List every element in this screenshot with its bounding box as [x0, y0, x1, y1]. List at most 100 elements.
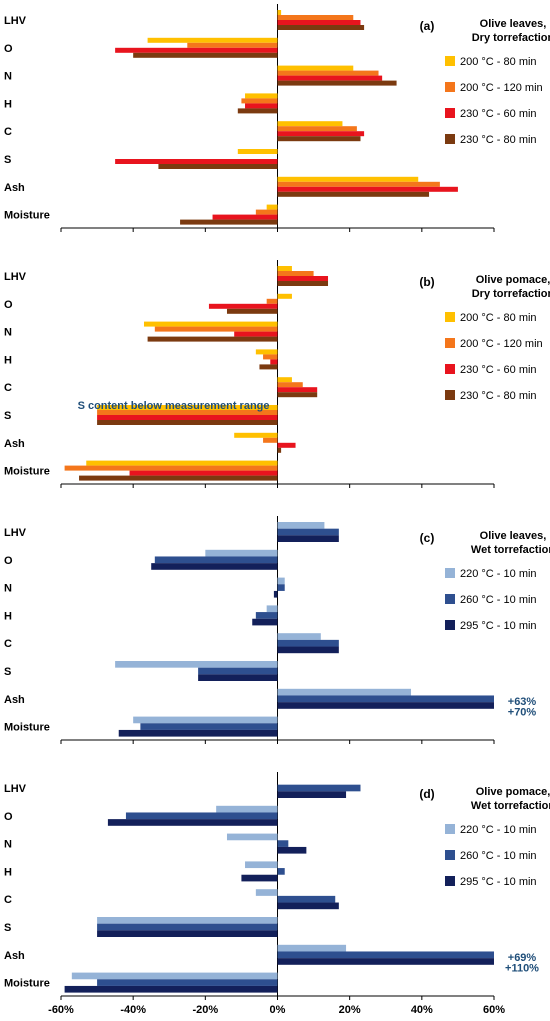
- category-label: Moisture: [4, 466, 50, 478]
- bar: [208, 303, 278, 309]
- category-label: H: [4, 866, 12, 878]
- bar: [277, 80, 397, 86]
- bar: [263, 354, 278, 360]
- bar: [277, 136, 361, 142]
- category-label: C: [4, 894, 12, 906]
- panel-title: Olive leaves,: [480, 18, 547, 30]
- bar: [277, 528, 339, 536]
- bar: [133, 52, 278, 58]
- bar: [277, 944, 347, 952]
- legend-entry: 230 °C - 60 min: [460, 108, 537, 120]
- legend-entry: 230 °C - 60 min: [460, 364, 537, 376]
- bar: [158, 164, 278, 169]
- category-label: N: [4, 839, 12, 851]
- bar: [147, 37, 278, 43]
- bar: [277, 577, 285, 585]
- bar: [147, 336, 278, 342]
- panel-title: Olive pomace,: [476, 274, 550, 286]
- bar: [277, 639, 339, 647]
- bar: [255, 209, 278, 215]
- bar: [107, 819, 278, 826]
- panel-title: Olive pomace,: [476, 786, 550, 798]
- bar: [277, 191, 430, 197]
- bar: [277, 447, 282, 453]
- bar: [277, 951, 494, 959]
- category-label: Moisture: [4, 210, 50, 222]
- bar: [245, 93, 278, 99]
- bar: [237, 108, 278, 114]
- bar: [97, 923, 278, 931]
- category-label: N: [4, 583, 12, 595]
- bar: [97, 415, 278, 420]
- category-label: Ash: [4, 694, 25, 706]
- panel-letter: (b): [419, 275, 434, 289]
- bar: [277, 293, 292, 299]
- bar-overflow-label: +63%: [508, 696, 537, 708]
- legend-entry: 220 °C - 10 min: [460, 568, 537, 580]
- bar: [270, 359, 278, 365]
- legend-entry: 230 °C - 80 min: [460, 134, 537, 146]
- bar: [277, 126, 357, 132]
- bar: [277, 688, 412, 696]
- bar: [277, 868, 285, 875]
- bar: [154, 556, 278, 564]
- category-label: O: [4, 811, 13, 823]
- legend-swatch: [445, 56, 455, 66]
- bar: [277, 702, 494, 709]
- bar: [266, 298, 278, 304]
- bar: [252, 618, 278, 626]
- panel-title: Wet torrefaction: [471, 800, 550, 812]
- x-tick-label: 40%: [411, 1004, 433, 1016]
- bar: [277, 131, 365, 137]
- bar: [97, 410, 278, 415]
- legend-entry: 200 °C - 80 min: [460, 56, 537, 68]
- bar: [277, 15, 354, 20]
- bar: [64, 465, 278, 471]
- bar: [277, 271, 314, 276]
- category-label: H: [4, 610, 12, 622]
- bar: [277, 281, 329, 286]
- bar: [277, 382, 303, 388]
- category-label: S: [4, 154, 11, 166]
- bar: [277, 958, 494, 965]
- bar: [273, 590, 278, 598]
- panel-title: Dry torrefaction: [472, 288, 550, 300]
- bar: [277, 387, 318, 393]
- bar: [125, 812, 278, 820]
- bar: [234, 331, 278, 337]
- category-label: C: [4, 638, 12, 650]
- category-label: LHV: [4, 527, 27, 539]
- bar: [266, 605, 278, 613]
- legend-entry: 295 °C - 10 min: [460, 876, 537, 888]
- bar: [118, 729, 278, 737]
- bar: [97, 917, 278, 924]
- bar: [198, 674, 278, 681]
- bar: [277, 65, 354, 71]
- category-label: O: [4, 299, 13, 311]
- category-label: C: [4, 126, 12, 138]
- bar: [245, 103, 278, 109]
- bar: [277, 902, 339, 910]
- legend-entry: 220 °C - 10 min: [460, 824, 537, 836]
- bar: [140, 723, 278, 730]
- bar: [245, 861, 278, 869]
- bar: [234, 432, 278, 438]
- legend-entry: 295 °C - 10 min: [460, 620, 537, 632]
- bar: [64, 985, 278, 993]
- bar: [133, 716, 278, 724]
- legend-swatch: [445, 364, 455, 374]
- legend-entry: 200 °C - 120 min: [460, 338, 543, 350]
- bar: [151, 563, 278, 570]
- category-label: LHV: [4, 783, 27, 795]
- bar: [277, 75, 383, 81]
- category-label: N: [4, 71, 12, 83]
- panel-title: Olive leaves,: [480, 530, 547, 542]
- bar: [143, 321, 278, 327]
- bar: [154, 326, 278, 332]
- bar: [241, 98, 278, 104]
- legend-entry: 260 °C - 10 min: [460, 850, 537, 862]
- category-label: H: [4, 354, 12, 366]
- category-label: Ash: [4, 182, 25, 194]
- bar: [277, 70, 379, 76]
- bar: [277, 20, 361, 25]
